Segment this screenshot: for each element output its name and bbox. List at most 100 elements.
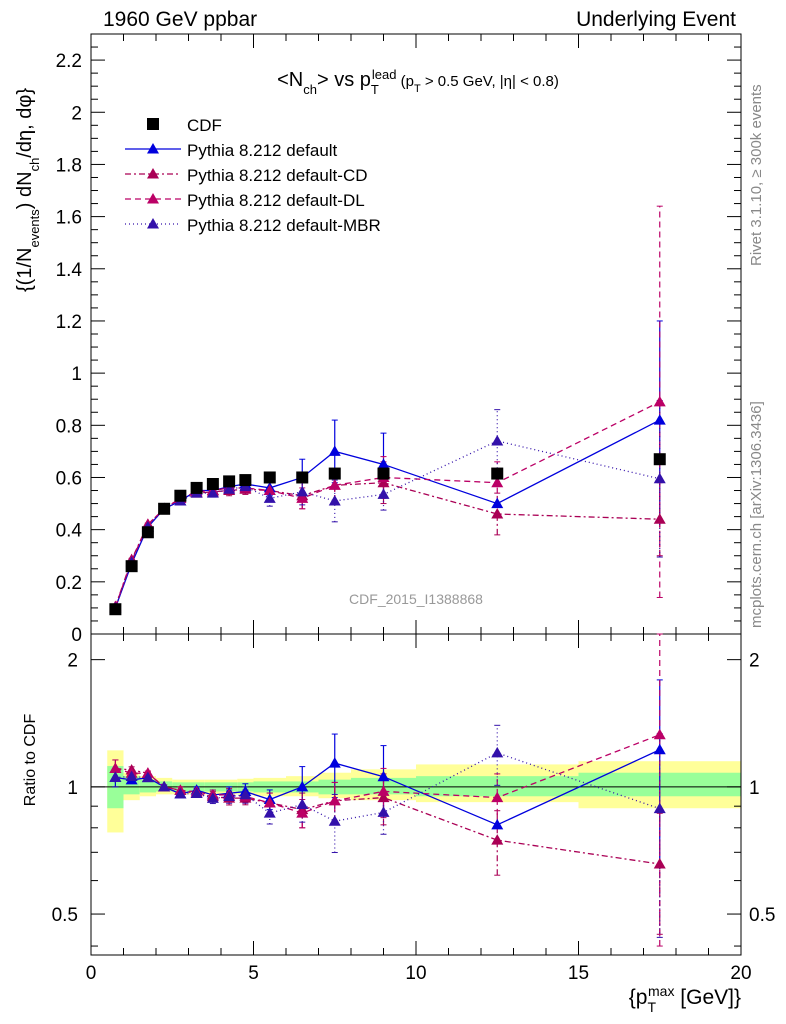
band-inner-bin xyxy=(416,776,579,797)
series-line-main xyxy=(114,482,660,607)
triangle-marker xyxy=(158,780,171,792)
triangle-marker xyxy=(296,492,309,503)
x-tick-label: 5 xyxy=(248,963,259,984)
data-point-marker xyxy=(653,453,666,466)
triangle-marker xyxy=(174,787,187,799)
triangle-marker xyxy=(377,458,390,469)
chart-title: <Nch> vs pTlead (pT > 0.5 GeV, |η| < 0.8… xyxy=(277,67,559,97)
triangle-marker xyxy=(653,802,666,814)
legend-label-data: CDF xyxy=(187,116,222,135)
analysis-watermark: CDF_2015_I1388868 xyxy=(349,591,483,607)
y-tick-label: 2 xyxy=(71,103,82,124)
triangle-marker xyxy=(653,858,666,869)
triangle-marker xyxy=(328,757,341,768)
data-point-marker xyxy=(141,526,154,539)
triangle-marker xyxy=(653,743,666,755)
ratio-tick-label-right: 0.5 xyxy=(749,905,775,926)
triangle-marker xyxy=(147,168,159,179)
triangle-marker xyxy=(377,770,390,782)
triangle-marker xyxy=(190,787,203,799)
triangle-marker xyxy=(377,806,390,817)
triangle-marker xyxy=(263,492,276,503)
ratio-tick-label-right: 1 xyxy=(749,778,760,799)
y-tick-label: 0.8 xyxy=(56,416,82,437)
y-tick-label: 1.6 xyxy=(56,208,82,229)
triangle-marker xyxy=(653,395,666,407)
x-tick-label: 10 xyxy=(405,963,426,984)
axes-and-ticks xyxy=(90,33,742,956)
triangle-marker xyxy=(328,815,341,826)
y-tick-label: 2.2 xyxy=(56,51,82,72)
ratio-tick-label-left: 1 xyxy=(67,778,78,799)
triangle-marker xyxy=(328,794,341,806)
triangle-marker xyxy=(206,487,219,498)
triangle-marker xyxy=(328,479,341,490)
legend-label-series: Pythia 8.212 default-CD xyxy=(187,166,368,185)
x-axis-label: {pTmax [GeV]} xyxy=(629,983,741,1015)
triangle-marker xyxy=(377,785,390,796)
triangle-marker xyxy=(491,508,504,519)
triangle-marker xyxy=(491,746,504,758)
y-tick-label: 0 xyxy=(71,625,82,646)
data-point-marker xyxy=(296,471,309,484)
y-tick-label: 0.2 xyxy=(56,573,82,594)
triangle-marker xyxy=(653,414,666,425)
data-point-marker xyxy=(263,471,276,484)
triangle-marker xyxy=(141,771,154,783)
triangle-marker xyxy=(263,796,276,808)
y-tick-label: 0.6 xyxy=(56,468,82,489)
series-markers xyxy=(109,118,666,869)
triangle-marker xyxy=(263,484,276,496)
band-inner-bin xyxy=(139,779,156,793)
triangle-marker xyxy=(109,771,122,782)
triangle-marker xyxy=(296,485,309,497)
data-point-marker xyxy=(174,489,187,502)
triangle-marker xyxy=(263,807,276,818)
y-axis-label-main: {(1/Nevents) dNch/dη, dφ} xyxy=(14,88,42,292)
ratio-tick-label-right: 2 xyxy=(749,651,760,672)
series-lines xyxy=(112,148,663,947)
triangle-marker xyxy=(125,770,138,782)
data-point-marker xyxy=(377,467,390,480)
data-point-marker xyxy=(328,467,341,480)
ratio-tick-label-left: 0.5 xyxy=(52,905,78,926)
data-point-marker xyxy=(147,118,159,130)
triangle-marker xyxy=(147,143,159,154)
y-tick-label: 0.4 xyxy=(56,521,83,542)
triangle-marker xyxy=(296,807,309,818)
triangle-marker xyxy=(147,218,159,229)
triangle-marker xyxy=(377,791,390,803)
series-line-main xyxy=(114,419,661,609)
legend-label-series: Pythia 8.212 default-DL xyxy=(187,191,365,210)
series-line-main xyxy=(114,401,661,607)
triangle-marker xyxy=(653,513,666,524)
triangle-marker xyxy=(491,497,504,509)
data-point-marker xyxy=(125,560,138,573)
triangle-marker xyxy=(206,792,219,803)
data-point-marker xyxy=(190,481,203,494)
triangle-marker xyxy=(328,445,341,456)
triangle-marker xyxy=(296,780,309,792)
triangle-marker xyxy=(223,790,236,802)
data-point-marker xyxy=(239,474,252,487)
triangle-marker xyxy=(491,818,504,830)
header-right: Underlying Event xyxy=(576,8,736,31)
data-point-marker xyxy=(109,603,122,616)
data-point-marker xyxy=(223,475,236,488)
triangle-marker xyxy=(239,788,252,800)
triangle-marker xyxy=(223,483,236,494)
series-line-ratio xyxy=(115,752,660,822)
x-tick-label: 20 xyxy=(730,963,751,984)
data-point-marker xyxy=(158,502,171,515)
chart-text: 0 5 10 15 20 0 0.2 0.4 0.6 0.8 1 1.2 1.4 1.6 1.8 2 2.2 0.… xyxy=(14,51,775,1015)
triangle-marker xyxy=(653,472,666,484)
triangle-marker xyxy=(296,798,309,809)
y-tick-label: 1.8 xyxy=(56,155,82,176)
ratio-tick-label-left: 2 xyxy=(67,651,78,672)
y-tick-label: 1 xyxy=(71,364,82,385)
legend-label-series: Pythia 8.212 default-MBR xyxy=(187,216,381,235)
triangle-marker xyxy=(147,193,159,204)
triangle-marker xyxy=(491,791,504,803)
header-left: 1960 GeV ppbar xyxy=(103,8,258,31)
